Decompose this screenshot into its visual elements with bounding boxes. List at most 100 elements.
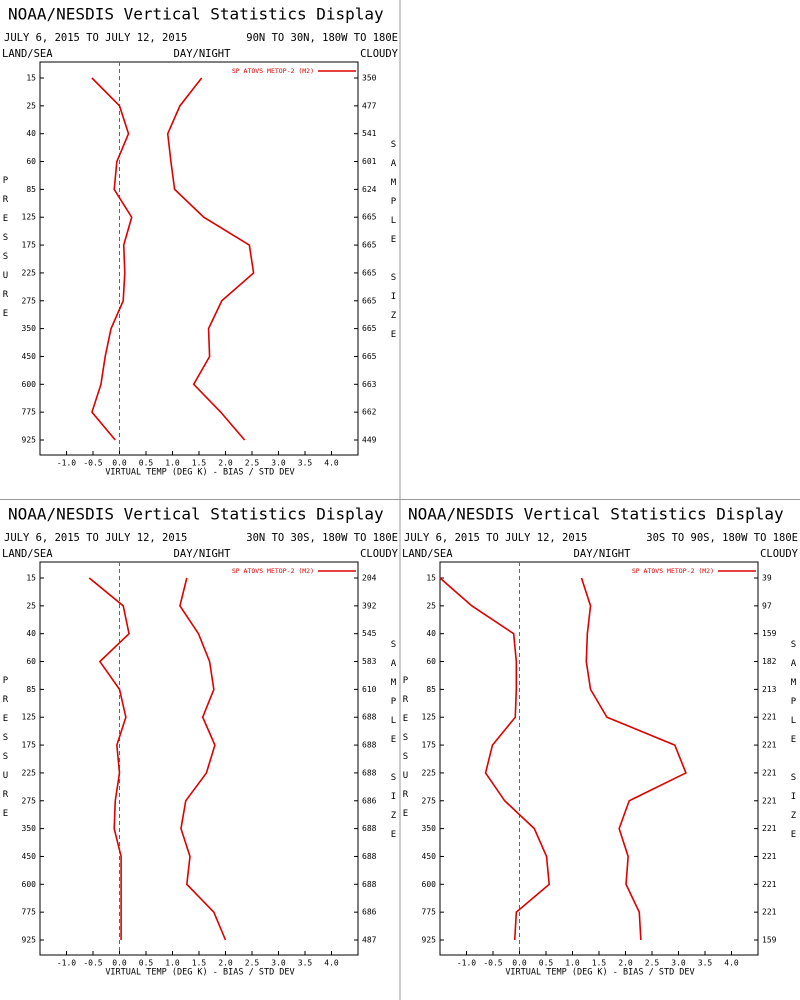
sample-size-label: 688	[362, 852, 377, 861]
chart-panel: NOAA/NESDIS Vertical Statistics Display J…	[1, 5, 399, 478]
sample-size-label: 221	[762, 796, 777, 805]
sample-size-label: 477	[362, 101, 377, 110]
sample-size-label: 221	[762, 852, 777, 861]
sample-size-label: 663	[362, 380, 377, 389]
pressure-label: 925	[422, 936, 437, 945]
sample-size-label: 665	[362, 241, 377, 250]
x-tick-label: 3.0	[271, 959, 286, 968]
sample-size-label: 665	[362, 352, 377, 361]
cloud: CLOUDY	[760, 548, 799, 560]
land-sea: LAND/SEA	[2, 548, 53, 560]
region: 90N TO 30N, 180W TO 180E	[246, 32, 398, 44]
pressure-label: 125	[22, 213, 37, 222]
date-range: JULY 6, 2015 TO JULY 12, 2015	[4, 32, 187, 44]
x-tick-label: 2.0	[618, 959, 633, 968]
sample-size-label: 204	[362, 574, 377, 583]
data-line	[91, 77, 133, 441]
date-range: JULY 6, 2015 TO JULY 12, 2015	[4, 532, 187, 544]
pressure-label: 275	[22, 296, 37, 305]
pressure-label: 25	[426, 601, 436, 610]
pressure-label: 450	[22, 352, 37, 361]
sample-size-label: 221	[762, 880, 777, 889]
sample-size-label: 213	[762, 685, 777, 694]
land-sea: LAND/SEA	[2, 48, 53, 60]
sample-size-label: 688	[362, 880, 377, 889]
data-line	[88, 577, 130, 940]
data-line	[439, 577, 551, 941]
sample-size-label: 541	[362, 129, 377, 138]
pressure-label: 600	[22, 380, 37, 389]
legend-label: SP ATOVS METOP-2 (M2)	[232, 567, 314, 575]
sample-size-label: 221	[762, 741, 777, 750]
pressure-label: 40	[426, 629, 436, 638]
pressure-label: 225	[22, 768, 37, 777]
date-range: JULY 6, 2015 TO JULY 12, 2015	[404, 532, 587, 544]
x-tick-label: 2.5	[245, 959, 260, 968]
sample-size-label: 686	[362, 908, 377, 917]
sample-size-label: 350	[362, 74, 377, 83]
y-axis-label: PRESSURE	[1, 176, 11, 328]
pressure-label: 925	[22, 436, 37, 445]
sample-size-label: 662	[362, 408, 377, 417]
x-tick-label: 1.0	[165, 959, 180, 968]
x-axis-label: VIRTUAL TEMP (DEG K) - BIAS / STD DEV	[105, 468, 294, 478]
x-tick-label: 4.0	[724, 959, 739, 968]
x-tick-label: -1.0	[57, 959, 76, 968]
pressure-label: 40	[26, 629, 36, 638]
pressure-label: 775	[422, 908, 437, 917]
x-tick-label: 1.5	[592, 959, 607, 968]
x-tick-label: 3.0	[271, 459, 286, 468]
legend-label: SP ATOVS METOP-2 (M2)	[632, 567, 714, 575]
pressure-label: 25	[26, 601, 36, 610]
pressure-label: 225	[22, 268, 37, 277]
pressure-label: 175	[22, 241, 37, 250]
pressure-label: 15	[26, 74, 36, 83]
sample-size-label: 610	[362, 685, 377, 694]
pressure-label: 600	[422, 880, 437, 889]
day-night: DAY/NIGHT	[174, 548, 232, 560]
x-tick-label: 2.5	[245, 459, 260, 468]
pressure-label: 275	[422, 796, 437, 805]
sample-size-label: 182	[762, 657, 777, 666]
x-tick-label: -1.0	[457, 959, 476, 968]
sample-size-label: 688	[362, 768, 377, 777]
x-tick-label: 1.5	[192, 959, 207, 968]
x-tick-label: -0.5	[83, 459, 102, 468]
pressure-label: 60	[26, 657, 36, 666]
pressure-label: 350	[422, 824, 437, 833]
pressure-label: 925	[22, 936, 37, 945]
region: 30N TO 30S, 180W TO 180E	[246, 532, 398, 544]
chart-title: NOAA/NESDIS Vertical Statistics Display	[8, 5, 384, 24]
sample-size-label: 39	[762, 574, 772, 583]
y-axis-label: PRESSURE	[401, 676, 411, 828]
sample-size-label: 221	[762, 908, 777, 917]
x-axis-label: VIRTUAL TEMP (DEG K) - BIAS / STD DEV	[105, 968, 294, 978]
data-line	[179, 577, 227, 941]
pressure-label: 60	[426, 657, 436, 666]
sample-size-label: 159	[762, 936, 777, 945]
pressure-label: 175	[422, 741, 437, 750]
sample-size-label: 221	[762, 768, 777, 777]
pressure-label: 40	[26, 129, 36, 138]
pressure-label: 85	[426, 685, 436, 694]
sample-size-label: 665	[362, 268, 377, 277]
x-tick-label: -0.5	[483, 959, 502, 968]
y-axis-label: PRESSURE	[1, 676, 11, 828]
y2-axis-label: SAMPLE SIZE	[389, 640, 399, 849]
data-line	[580, 577, 687, 941]
pressure-label: 775	[22, 408, 37, 417]
region: 30S TO 90S, 180W TO 180E	[646, 532, 798, 544]
sample-size-label: 221	[762, 824, 777, 833]
x-tick-label: 1.0	[165, 459, 180, 468]
chart-title: NOAA/NESDIS Vertical Statistics Display	[408, 505, 784, 524]
x-tick-label: 2.0	[218, 459, 233, 468]
x-tick-label: 3.0	[671, 959, 686, 968]
y2-axis-label: SAMPLE SIZE	[389, 140, 399, 349]
sample-size-label: 601	[362, 157, 377, 166]
x-tick-label: 3.5	[298, 959, 313, 968]
x-tick-label: 4.0	[324, 459, 339, 468]
sample-size-label: 665	[362, 296, 377, 305]
sample-size-label: 688	[362, 713, 377, 722]
sample-size-label: 97	[762, 601, 772, 610]
